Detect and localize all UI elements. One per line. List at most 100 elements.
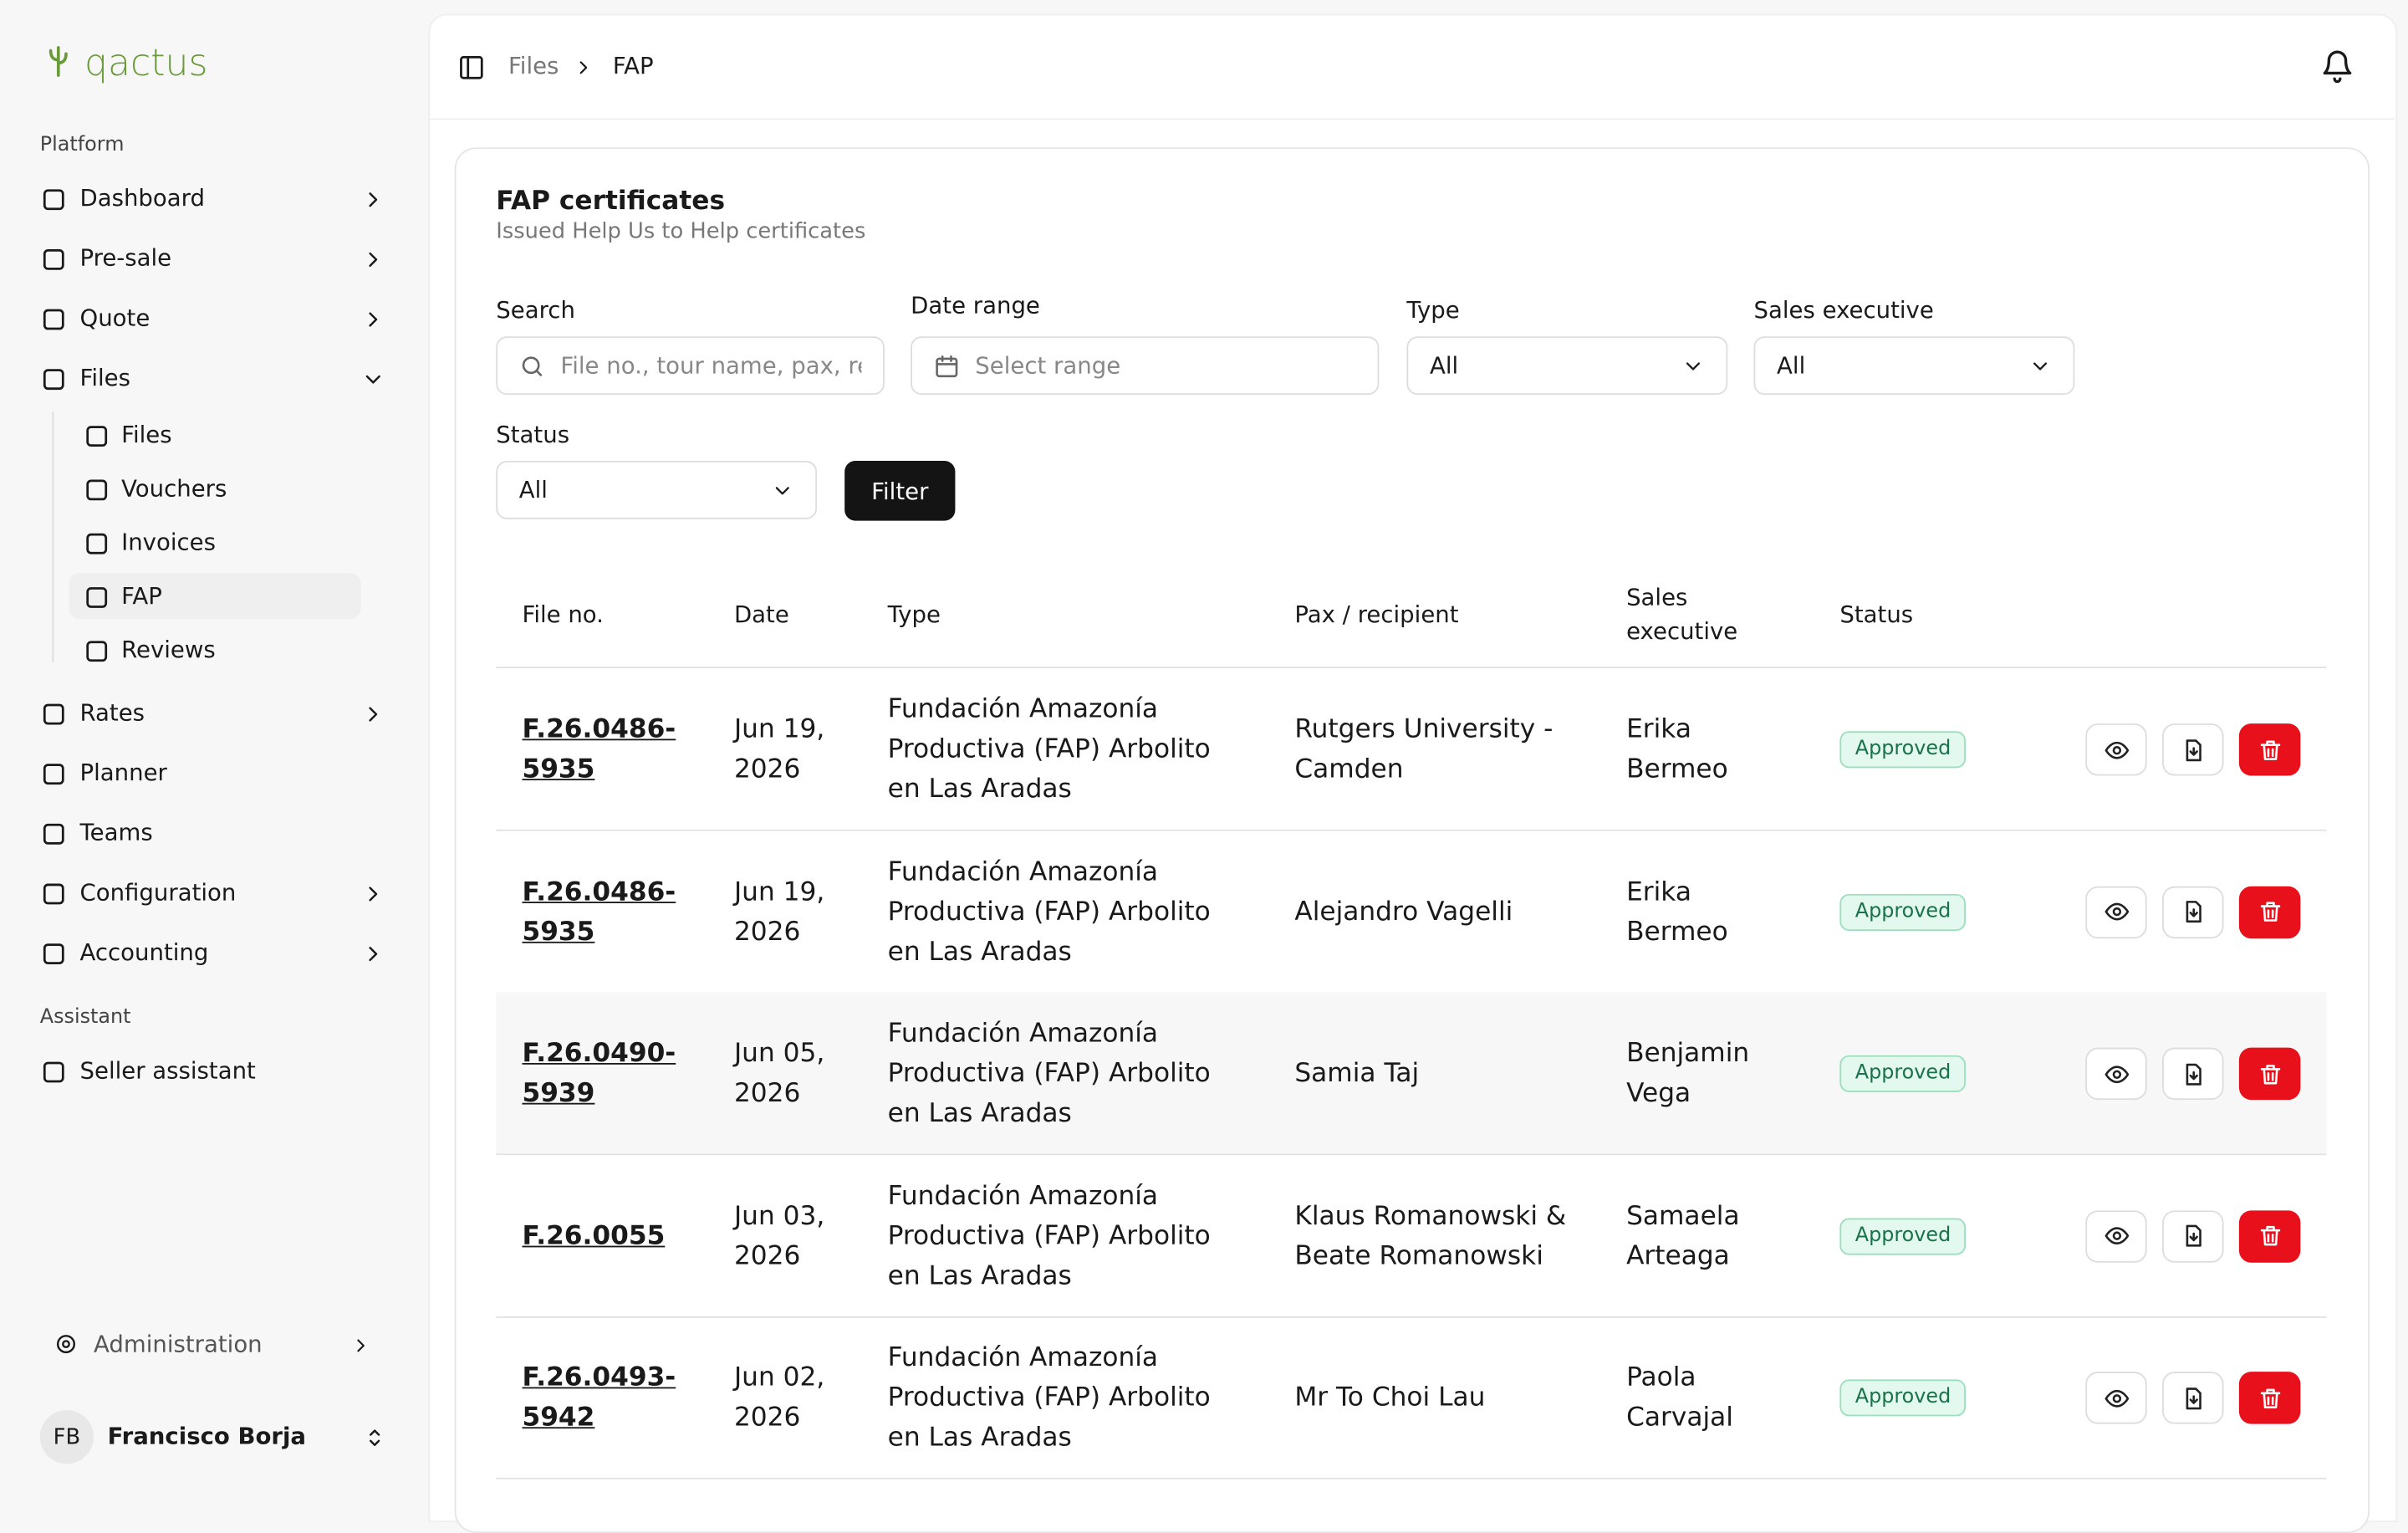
cell: Jun 19, 2026 xyxy=(733,876,825,948)
cell: Benjamin Vega xyxy=(1626,1038,1750,1110)
nav-item[interactable]: Dashboard xyxy=(79,184,205,212)
nav-subitem[interactable]: Invoices xyxy=(121,528,216,556)
logo-icon-svg xyxy=(48,46,68,77)
nav-subitem[interactable]: Vouchers xyxy=(121,474,227,503)
delete-button-icon-svg xyxy=(2259,1226,2280,1246)
nav-icon xyxy=(40,1058,68,1086)
delete-button[interactable] xyxy=(2238,723,2301,776)
chevron-svg xyxy=(369,707,378,722)
nav-icon xyxy=(40,880,68,907)
download-button-icon-svg xyxy=(2185,738,2201,761)
nav-item[interactable]: Seller assistant xyxy=(79,1056,256,1085)
nav-subitem[interactable]: Reviews xyxy=(121,636,216,664)
delete-button[interactable] xyxy=(2238,1047,2301,1101)
chevron-svg xyxy=(369,312,378,327)
status-badge: Approved xyxy=(1839,893,1967,931)
download-button-icon xyxy=(2180,899,2206,925)
delete-button[interactable] xyxy=(2238,1372,2301,1425)
nav-icon xyxy=(40,365,68,393)
view-button-icon xyxy=(2103,737,2129,763)
download-button-icon-svg xyxy=(2185,901,2201,923)
filter-field[interactable]: All xyxy=(1406,336,1728,396)
chevron xyxy=(361,702,385,726)
file-link[interactable]: F.26.0055 xyxy=(522,1220,666,1252)
cell: Samia Taj xyxy=(1294,1058,1420,1090)
field-icon xyxy=(519,353,545,379)
view-button-icon-svg xyxy=(2104,902,2129,921)
download-button[interactable] xyxy=(2162,1209,2224,1263)
filter-label: Search xyxy=(496,296,575,324)
cell: Erika Bermeo xyxy=(1626,714,1728,785)
view-button[interactable] xyxy=(2085,1209,2147,1263)
download-button[interactable] xyxy=(2162,723,2224,776)
nav-item[interactable]: Configuration xyxy=(79,878,237,907)
select-value: All xyxy=(518,476,548,504)
card-title: FAP certificates xyxy=(496,186,726,217)
view-button-icon xyxy=(2103,1061,2129,1087)
chevron xyxy=(771,478,794,502)
delete-button-icon-svg xyxy=(2259,739,2280,760)
view-button[interactable] xyxy=(2085,723,2147,776)
nav-icon xyxy=(83,637,110,665)
delete-button[interactable] xyxy=(2238,1209,2301,1263)
view-button[interactable] xyxy=(2085,1372,2147,1425)
nav-subitem[interactable]: Files xyxy=(121,421,172,449)
chevron-svg xyxy=(365,375,380,384)
cell: Alejandro Vagelli xyxy=(1294,896,1513,927)
filter-field[interactable]: File no., tour name, pax, recip xyxy=(496,336,885,396)
active-bg xyxy=(69,573,361,620)
filter-label: Date range xyxy=(911,291,1040,320)
field-icon-svg xyxy=(936,355,958,377)
view-button-icon-svg xyxy=(2104,1065,2129,1083)
delete-button-icon-svg xyxy=(2259,902,2280,922)
nav-item[interactable]: Files xyxy=(79,364,130,392)
nav-icon-svg xyxy=(43,369,64,391)
column-header: Status xyxy=(1839,600,1914,629)
header-divider xyxy=(496,667,2327,668)
nav-item[interactable]: Planner xyxy=(79,759,167,787)
download-button[interactable] xyxy=(2162,1047,2224,1101)
delete-button-icon-svg xyxy=(2259,1388,2280,1408)
nav-icon xyxy=(83,530,110,558)
delete-button[interactable] xyxy=(2238,886,2301,938)
cell: Jun 03, 2026 xyxy=(733,1200,825,1272)
row-divider xyxy=(496,991,2327,994)
nav-subitem[interactable]: FAP xyxy=(121,582,162,611)
sidebar-toggle xyxy=(457,54,485,81)
view-button[interactable] xyxy=(2085,886,2147,938)
cell: Paola Carvajal xyxy=(1626,1362,1733,1434)
user-name[interactable]: Francisco Borja xyxy=(107,1422,306,1450)
column-header: Date xyxy=(733,600,789,629)
download-button-icon xyxy=(2180,737,2206,763)
breadcrumb[interactable]: Files xyxy=(508,52,559,80)
download-button[interactable] xyxy=(2162,886,2224,938)
filter-button[interactable]: Filter xyxy=(844,461,956,521)
nav-icon xyxy=(40,306,68,334)
nav-item[interactable]: Teams xyxy=(79,818,153,847)
file-link[interactable]: F.26.0493-5942 xyxy=(522,1362,676,1434)
view-button[interactable] xyxy=(2085,1047,2147,1101)
field-icon xyxy=(934,353,960,379)
bell xyxy=(2320,49,2354,84)
row-highlight xyxy=(496,992,2327,1154)
download-button[interactable] xyxy=(2162,1372,2224,1425)
row-divider xyxy=(496,1478,2327,1480)
file-link[interactable]: F.26.0486-5935 xyxy=(522,714,676,785)
download-button-icon-svg xyxy=(2185,1063,2201,1086)
filter-field[interactable]: All xyxy=(1753,336,2075,396)
admin-link[interactable]: Administration xyxy=(94,1330,263,1358)
card-subtitle: Issued Help Us to Help certificates xyxy=(496,219,866,245)
nav-item[interactable]: Accounting xyxy=(79,938,209,967)
filter-field[interactable]: All xyxy=(496,461,818,519)
cell: Fundación Amazonía Productiva (FAP) Arbo… xyxy=(887,694,1211,805)
file-link[interactable]: F.26.0486-5935 xyxy=(522,876,676,948)
filter-field[interactable]: Select range xyxy=(911,336,1380,396)
file-link[interactable]: F.26.0490-5939 xyxy=(522,1038,676,1110)
nav-item[interactable]: Pre-sale xyxy=(79,244,172,273)
chevron-svg xyxy=(370,1429,380,1446)
filter-label: Status xyxy=(496,421,570,449)
header-divider xyxy=(428,118,2395,120)
nav-item[interactable]: Quote xyxy=(79,304,150,332)
nav-item[interactable]: Rates xyxy=(79,698,145,727)
